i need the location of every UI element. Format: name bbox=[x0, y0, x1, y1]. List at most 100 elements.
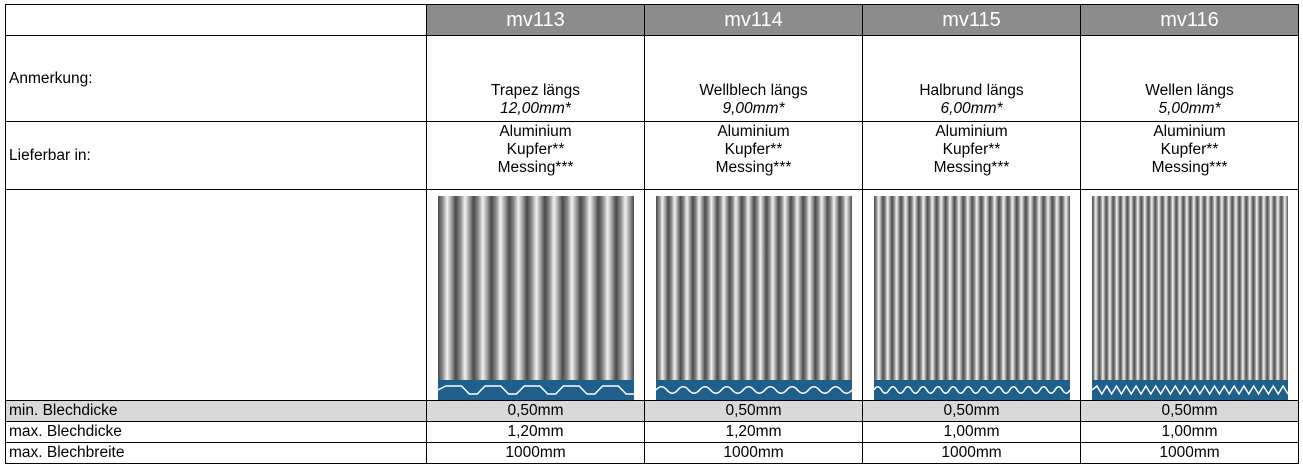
corrugation-stripe bbox=[882, 196, 892, 380]
image-row bbox=[5, 189, 1299, 401]
note-cell-mv115: Halbrund längs 6,00mm* bbox=[862, 35, 1081, 122]
image-cell-mv114 bbox=[644, 189, 863, 401]
note-cell-mv114: Wellblech längs 9,00mm* bbox=[644, 35, 863, 122]
profile-line bbox=[873, 386, 1070, 394]
corrugation-stripe bbox=[1175, 196, 1183, 380]
note-cell-mv116: Wellen längs 5,00mm* bbox=[1080, 35, 1299, 122]
material-kupfer: Kupfer** bbox=[1160, 141, 1219, 158]
profile-line bbox=[437, 385, 634, 395]
corrugation-stripe bbox=[1007, 196, 1017, 380]
corrugation-stripe bbox=[1217, 196, 1225, 380]
image-cell-mv116 bbox=[1080, 189, 1299, 401]
availability-cell-mv114: Aluminium Kupfer** Messing*** bbox=[644, 121, 863, 190]
corrugation-stripe bbox=[989, 196, 999, 380]
corrugation-stripe bbox=[765, 196, 779, 380]
corrugation-stripe bbox=[741, 196, 754, 380]
profile-name: Wellen längs bbox=[1145, 82, 1234, 99]
corrugation-stripe bbox=[1060, 196, 1070, 380]
profile-size: 9,00mm* bbox=[722, 100, 785, 117]
corrugation-stripe bbox=[1091, 196, 1099, 380]
product-spec-table-wrapper: mv113 mv114 mv115 mv116 Anmerkung: Trape… bbox=[5, 4, 1299, 464]
corrugation-stripe bbox=[827, 196, 840, 380]
material-aluminium: Aluminium bbox=[1153, 123, 1226, 140]
corrugation-stripe bbox=[729, 196, 742, 380]
corrugation-stripe bbox=[692, 196, 705, 380]
max-thickness-mv114: 1,20mm bbox=[644, 421, 863, 443]
material-messing: Messing*** bbox=[1151, 159, 1228, 176]
profile-line bbox=[655, 386, 852, 394]
corrugation-stripe bbox=[1098, 196, 1106, 380]
corrugation-stripe bbox=[962, 196, 972, 380]
corrugation-stripe bbox=[1252, 196, 1260, 380]
corrugation-stripe bbox=[814, 196, 828, 380]
wellen-profile-image bbox=[1091, 196, 1288, 400]
profile-size: 6,00mm* bbox=[940, 100, 1003, 117]
availability-row: Lieferbar in: Aluminium Kupfer** Messing… bbox=[5, 121, 1299, 190]
profile-size: 12,00mm* bbox=[500, 100, 571, 117]
profile-name: Halbrund längs bbox=[919, 82, 1024, 99]
product-header-mv114: mv114 bbox=[644, 4, 863, 36]
note-row: Anmerkung: Trapez längs 12,00mm* Wellble… bbox=[5, 35, 1299, 122]
product-header-mv116: mv116 bbox=[1080, 4, 1299, 36]
header-empty-cell bbox=[5, 4, 427, 36]
product-header-mv113: mv113 bbox=[426, 4, 645, 36]
corrugation-stripe bbox=[944, 196, 955, 380]
corrugation-stripe bbox=[926, 196, 937, 380]
profile-name: Trapez längs bbox=[490, 82, 581, 99]
corrugation-stripe bbox=[1196, 196, 1204, 380]
corrugation-stripe bbox=[802, 196, 816, 380]
corrugation-stripe bbox=[716, 196, 730, 380]
image-cell-mv115 bbox=[862, 189, 1081, 401]
corrugation-stripe bbox=[1140, 196, 1148, 380]
corrugation-stripe bbox=[1051, 196, 1062, 380]
corrugation-stripe bbox=[753, 196, 767, 380]
corrugation-stripe bbox=[1024, 196, 1035, 380]
corrugation-stripe bbox=[1273, 196, 1281, 380]
max-width-mv115: 1000mm bbox=[862, 442, 1081, 464]
corrugation-stripe bbox=[1133, 196, 1141, 380]
corrugation-stripe bbox=[1182, 196, 1190, 380]
corrugation-stripe bbox=[1147, 196, 1155, 380]
corrugation-stripe bbox=[580, 196, 599, 380]
corrugation-stripe bbox=[455, 196, 474, 380]
profile-line bbox=[1091, 384, 1288, 396]
availability-cell-mv113: Aluminium Kupfer** Messing*** bbox=[426, 121, 645, 190]
corrugation-stripe bbox=[526, 196, 545, 380]
min-thickness-mv115: 0,50mm bbox=[862, 400, 1081, 422]
corrugation-stripe bbox=[437, 196, 456, 380]
corrugation-stripe bbox=[1126, 196, 1134, 380]
sheet-metal-image-mv116 bbox=[1091, 196, 1288, 400]
profile-bar bbox=[437, 380, 634, 400]
max-width-mv113: 1000mm bbox=[426, 442, 645, 464]
material-kupfer: Kupfer** bbox=[506, 141, 565, 158]
corrugation-stripe bbox=[1231, 196, 1239, 380]
sheet-metal-image-mv115 bbox=[873, 196, 1070, 400]
note-label: Anmerkung: bbox=[5, 35, 427, 122]
material-aluminium: Aluminium bbox=[717, 123, 790, 140]
corrugation-stripe bbox=[655, 196, 669, 380]
corrugation-stripe bbox=[508, 196, 528, 380]
corrugation-stripe bbox=[839, 196, 852, 380]
corrugation-stripe bbox=[1266, 196, 1274, 380]
corrugation-stripe bbox=[971, 196, 981, 380]
sheet-metal-image-mv114 bbox=[655, 196, 852, 400]
corrugation-stripe bbox=[1033, 196, 1044, 380]
image-cell-mv113 bbox=[426, 189, 645, 401]
corrugation-stripe bbox=[1112, 196, 1120, 380]
max-thickness-mv113: 1,20mm bbox=[426, 421, 645, 443]
corrugation-stripe bbox=[490, 196, 510, 380]
min-thickness-mv116: 0,50mm bbox=[1080, 400, 1299, 422]
min-thickness-row: min. Blechdicke 0,50mm 0,50mm 0,50mm 0,5… bbox=[5, 400, 1299, 422]
corrugation-stripe bbox=[900, 196, 910, 380]
corrugation-stripe bbox=[891, 196, 901, 380]
max-thickness-mv116: 1,00mm bbox=[1080, 421, 1299, 443]
corrugation-stripe bbox=[704, 196, 718, 380]
sheet-metal-image-mv113 bbox=[437, 196, 634, 400]
corrugation-stripe bbox=[1210, 196, 1218, 380]
min-thickness-mv114: 0,50mm bbox=[644, 400, 863, 422]
availability-label: Lieferbar in: bbox=[5, 121, 427, 190]
halbrund-profile-image bbox=[873, 196, 1070, 400]
corrugation-stripe bbox=[1245, 196, 1253, 380]
corrugation-stripe bbox=[1224, 196, 1232, 380]
corrugation-stripe bbox=[1161, 196, 1169, 380]
